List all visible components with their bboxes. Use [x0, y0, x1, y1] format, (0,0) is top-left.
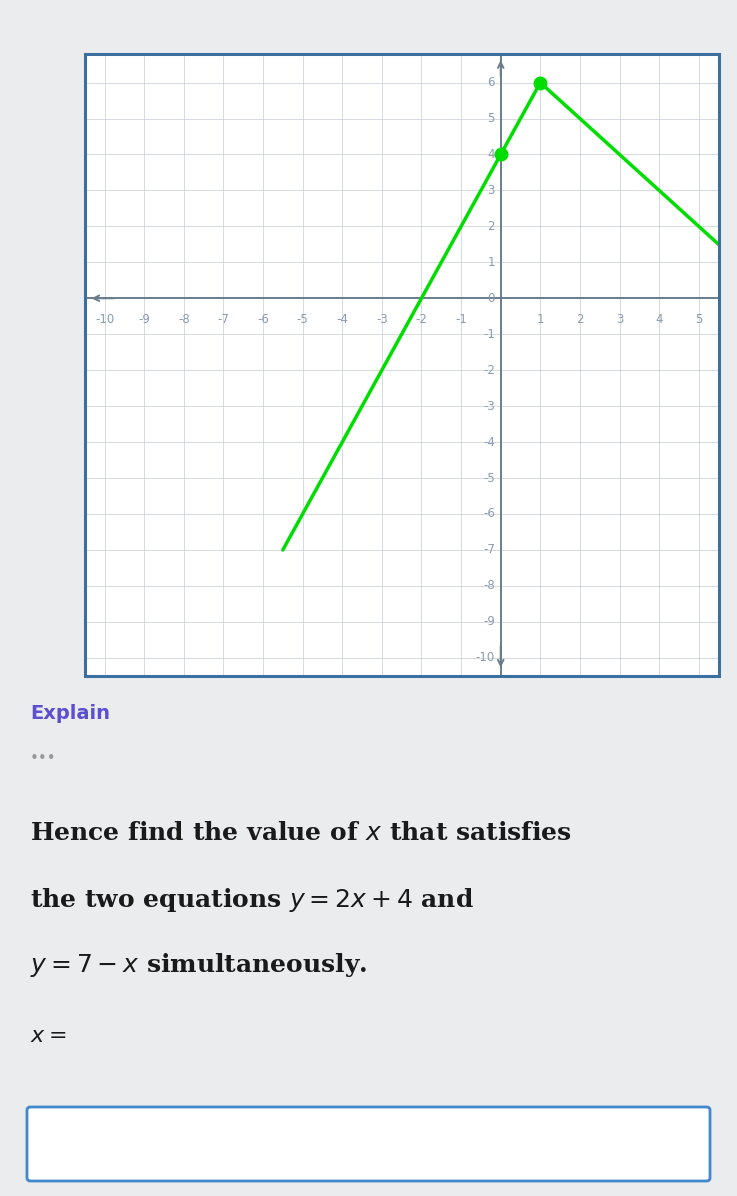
Text: -6: -6 [257, 312, 269, 325]
Text: 5: 5 [487, 112, 495, 126]
Text: the two equations $y = 2x + 4$ and: the two equations $y = 2x + 4$ and [30, 886, 474, 914]
Text: -9: -9 [139, 312, 150, 325]
Text: -7: -7 [483, 543, 495, 556]
Text: -4: -4 [336, 312, 348, 325]
Text: $y = 7 - x$ simultaneously.: $y = 7 - x$ simultaneously. [30, 951, 367, 978]
Text: 2: 2 [576, 312, 584, 325]
Text: 0: 0 [487, 292, 495, 305]
Text: -8: -8 [483, 579, 495, 592]
Text: -1: -1 [483, 328, 495, 341]
Text: -8: -8 [178, 312, 189, 325]
Text: Explain: Explain [30, 703, 110, 722]
FancyBboxPatch shape [27, 1107, 710, 1180]
Text: -7: -7 [217, 312, 229, 325]
Text: -10: -10 [475, 652, 495, 664]
Text: 3: 3 [616, 312, 624, 325]
Text: -4: -4 [483, 435, 495, 448]
Text: -3: -3 [376, 312, 388, 325]
Text: 1: 1 [537, 312, 544, 325]
Text: -5: -5 [483, 471, 495, 484]
Text: -1: -1 [455, 312, 467, 325]
Text: 2: 2 [487, 220, 495, 233]
Text: -3: -3 [483, 399, 495, 413]
Text: -6: -6 [483, 507, 495, 520]
Text: -2: -2 [416, 312, 427, 325]
Text: 3: 3 [487, 184, 495, 197]
Text: 4: 4 [487, 148, 495, 161]
Text: 5: 5 [695, 312, 702, 325]
Text: -5: -5 [297, 312, 309, 325]
Text: 4: 4 [655, 312, 663, 325]
Text: -2: -2 [483, 364, 495, 377]
Text: -9: -9 [483, 615, 495, 628]
Text: 1: 1 [487, 256, 495, 269]
Text: 6: 6 [487, 77, 495, 89]
Text: Enter your next step here: Enter your next step here [48, 1135, 298, 1153]
Text: $x =$: $x =$ [30, 1026, 66, 1045]
Text: •••: ••• [30, 751, 57, 765]
Text: Hence find the value of $x$ that satisfies: Hence find the value of $x$ that satisfi… [30, 820, 572, 844]
Text: -10: -10 [95, 312, 114, 325]
